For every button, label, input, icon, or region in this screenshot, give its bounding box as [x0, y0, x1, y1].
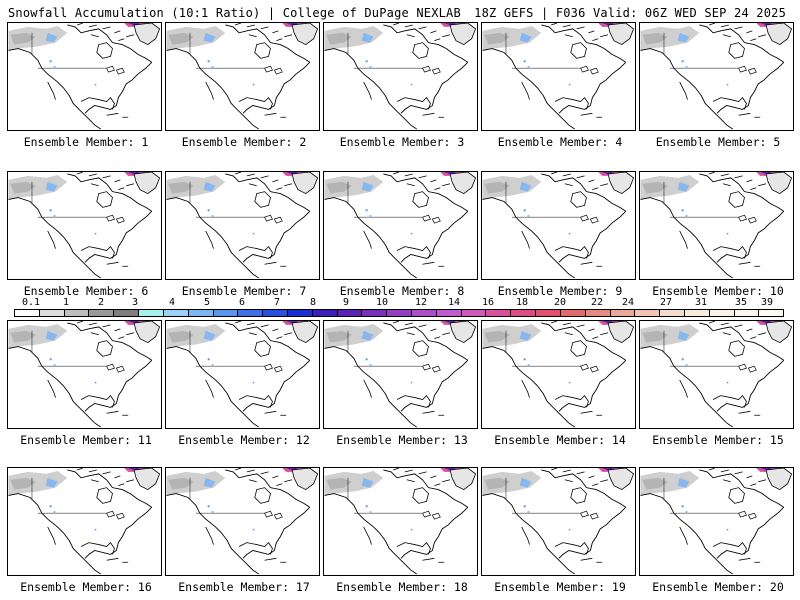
colorbar-tick-label: 8: [309, 297, 317, 308]
ensemble-member-label: Ensemble Member: 5: [655, 135, 781, 149]
colorbar-segment: [387, 310, 412, 316]
run-valid-time: 18Z GEFS | F036 Valid: 06Z WED SEP 24 20…: [474, 6, 786, 20]
colorbar-segment: [461, 310, 487, 316]
ensemble-member-label: Ensemble Member: 14: [494, 433, 626, 447]
ensemble-member-label: Ensemble Member: 7: [181, 284, 307, 298]
ensemble-map-panel: [639, 467, 794, 576]
ensemble-member-label: Ensemble Member: 19: [494, 580, 626, 594]
ensemble-map-panel: [7, 171, 162, 280]
ensemble-member-label: Ensemble Member: 12: [178, 433, 310, 447]
colorbar-tick-label: 7: [273, 297, 281, 308]
ensemble-map-panel: [7, 22, 162, 131]
ensemble-member-label: Ensemble Member: 17: [178, 580, 310, 594]
ensemble-map-panel: [481, 320, 636, 429]
ensemble-map-panel: [165, 320, 320, 429]
ensemble-map-panel: [639, 22, 794, 131]
ensemble-map-panel: [165, 467, 320, 576]
colorbar-segment: [15, 310, 40, 316]
ensemble-map-panel: [323, 320, 478, 429]
colorbar-segment: [412, 310, 437, 316]
colorbar-tick-label: 14: [447, 297, 461, 308]
colorbar-tick-label: 2: [97, 297, 105, 308]
snowfall-colorbar: [14, 309, 784, 317]
colorbar-segment: [560, 310, 586, 316]
colorbar-tick-label: 24: [621, 297, 635, 308]
ensemble-member-label: Ensemble Member: 2: [181, 135, 307, 149]
colorbar-segment: [436, 310, 462, 316]
colorbar-segment: [635, 310, 661, 316]
colorbar-segment: [684, 310, 710, 316]
colorbar-segment: [610, 310, 636, 316]
colorbar-tick-label: 1: [62, 297, 70, 308]
ensemble-member-label: Ensemble Member: 6: [23, 284, 149, 298]
colorbar-tick-label: 16: [481, 297, 495, 308]
colorbar-segment: [163, 310, 189, 316]
colorbar-tick-label: 9: [342, 297, 350, 308]
colorbar-segment: [139, 310, 164, 316]
colorbar-tick-label: 35: [734, 297, 748, 308]
ensemble-member-label: Ensemble Member: 1: [23, 135, 149, 149]
ensemble-map-panel: [481, 171, 636, 280]
ensemble-map-panel: [481, 22, 636, 131]
ensemble-map-panel: [7, 467, 162, 576]
colorbar-tick-label: 27: [659, 297, 673, 308]
ensemble-member-label: Ensemble Member: 4: [497, 135, 623, 149]
ensemble-member-label: Ensemble Member: 8: [339, 284, 465, 298]
colorbar-segment: [114, 310, 140, 316]
ensemble-member-label: Ensemble Member: 20: [652, 580, 784, 594]
colorbar-segment: [188, 310, 214, 316]
colorbar-tick-label: 4: [168, 297, 176, 308]
colorbar-tick-label: 31: [694, 297, 708, 308]
colorbar-segment: [362, 310, 388, 316]
colorbar-segment: [263, 310, 288, 316]
colorbar-segment: [337, 310, 363, 316]
colorbar-segment: [64, 310, 90, 316]
ensemble-member-label: Ensemble Member: 15: [652, 433, 784, 447]
colorbar-tick-label: 6: [238, 297, 246, 308]
map-title: Snowfall Accumulation (10:1 Ratio) | Col…: [8, 6, 461, 20]
ensemble-member-label: Ensemble Member: 13: [336, 433, 468, 447]
colorbar-segment: [486, 310, 512, 316]
colorbar-segment: [89, 310, 115, 316]
ensemble-member-label: Ensemble Member: 10: [652, 284, 784, 298]
ensemble-member-label: Ensemble Member: 18: [336, 580, 468, 594]
ensemble-member-label: Ensemble Member: 11: [20, 433, 152, 447]
ensemble-map-panel: [165, 22, 320, 131]
ensemble-member-label: Ensemble Member: 16: [20, 580, 152, 594]
colorbar-segment: [312, 310, 338, 316]
colorbar-segment: [585, 310, 611, 316]
colorbar-tick-label: 20: [553, 297, 567, 308]
ensemble-map-panel: [165, 171, 320, 280]
ensemble-map-panel: [323, 467, 478, 576]
colorbar-tick-label: 18: [515, 297, 529, 308]
ensemble-member-label: Ensemble Member: 3: [339, 135, 465, 149]
ensemble-map-panel: [481, 467, 636, 576]
colorbar-tick-label: 10: [375, 297, 389, 308]
colorbar-tick-label: 3: [131, 297, 139, 308]
colorbar-tick-label: 39: [760, 297, 774, 308]
colorbar-segment: [39, 310, 65, 316]
colorbar-segment: [759, 310, 784, 316]
colorbar-segment: [734, 310, 760, 316]
colorbar-segment: [709, 310, 735, 316]
colorbar-tick-label: 22: [590, 297, 604, 308]
ensemble-map-panel: [7, 320, 162, 429]
ensemble-member-label: Ensemble Member: 9: [497, 284, 623, 298]
colorbar-segment: [287, 310, 313, 316]
colorbar-segment: [238, 310, 264, 316]
colorbar-tick-label: 5: [203, 297, 211, 308]
ensemble-map-panel: [639, 171, 794, 280]
ensemble-map-panel: [639, 320, 794, 429]
colorbar-segment: [213, 310, 239, 316]
colorbar-segment: [536, 310, 561, 316]
colorbar-tick-label: 12: [414, 297, 428, 308]
ensemble-map-panel: [323, 22, 478, 131]
ensemble-map-panel: [323, 171, 478, 280]
colorbar-segment: [511, 310, 537, 316]
colorbar-tick-label: 0.1: [21, 297, 41, 308]
colorbar-segment: [660, 310, 685, 316]
